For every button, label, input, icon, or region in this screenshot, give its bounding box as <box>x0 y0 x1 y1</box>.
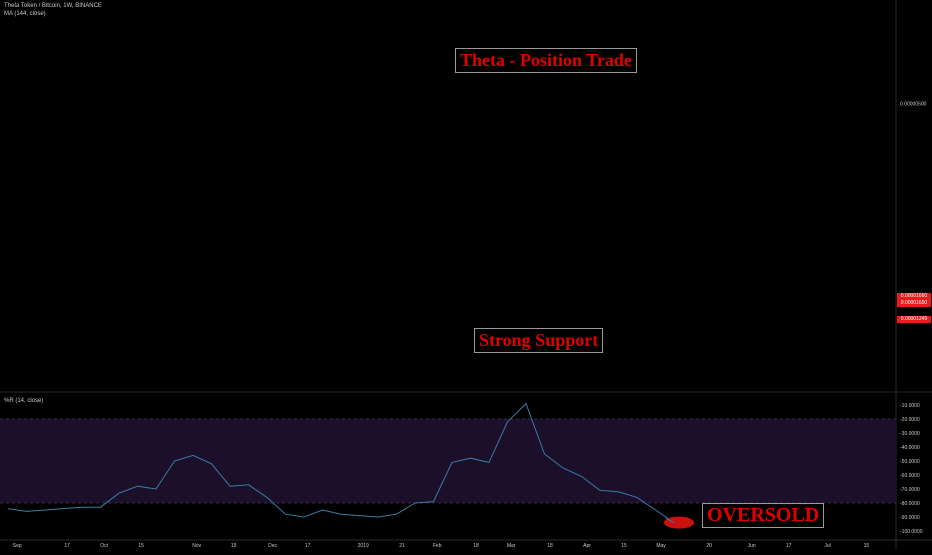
oversold-pointer <box>665 518 675 524</box>
wr-axis-tick-label: -70.0000 <box>900 487 920 493</box>
wr-axis-tick-label: -60.0000 <box>900 473 920 479</box>
wr-axis-tick-label: -80.0000 <box>900 501 920 507</box>
time-axis-tick-label: Jun <box>748 543 756 549</box>
position-trade-annotation: Theta - Position Trade <box>455 48 637 73</box>
wr-line <box>7 402 675 524</box>
time-axis-tick-label: 18 <box>547 543 553 549</box>
time-axis-tick-label: May <box>656 543 666 549</box>
wr-legend-label: %R (14, close) <box>4 398 44 404</box>
time-axis-tick-label: Feb <box>433 543 442 549</box>
wr-axis-tick-label: -10.0000 <box>900 403 920 409</box>
time-axis-tick-label: 21 <box>399 543 405 549</box>
ma-legend-label: MA (144, close) <box>4 11 46 17</box>
time-axis-tick-label: Apr <box>583 543 591 549</box>
wr-axis-tick-label: -50.0000 <box>900 459 920 465</box>
time-axis-tick-label: Mar <box>507 543 516 549</box>
price-axis-tick-label: 0.00000500 <box>900 101 927 107</box>
price-tag-upper: 0.00001660 <box>897 293 931 300</box>
time-axis-tick-label: 17 <box>64 543 70 549</box>
time-axis-tick-label: 15 <box>138 543 144 549</box>
time-axis-tick-label: 20 <box>706 543 712 549</box>
wr-axis-tick-label: -20.0000 <box>900 417 920 423</box>
price-tag-upper-2: 0.00001650 <box>897 300 931 307</box>
time-axis-tick-label: 15 <box>621 543 627 549</box>
time-axis-tick-label: Oct <box>100 543 108 549</box>
strong-support-annotation: Strong Support <box>474 328 604 353</box>
wr-axis-tick-label: -100.0000 <box>900 529 923 535</box>
time-axis-tick-label: 18 <box>473 543 479 549</box>
time-axis-tick-label: 15 <box>864 543 870 549</box>
time-axis-tick-label: 19 <box>231 543 237 549</box>
time-axis-tick-label: Jul <box>824 543 830 549</box>
time-axis-tick-label: Nov <box>192 543 201 549</box>
wr-axis-tick-label: -40.0000 <box>900 445 920 451</box>
wr-axis-tick-label: -90.0000 <box>900 515 920 521</box>
time-axis-tick-label: Sep <box>13 543 22 549</box>
wr-overbought-oversold-band <box>0 419 896 503</box>
wr-axis-tick-label: -30.0000 <box>900 431 920 437</box>
time-axis-tick-label: 17 <box>305 543 311 549</box>
time-axis-tick-label: Dec <box>268 543 277 549</box>
time-axis-tick-label: 17 <box>786 543 792 549</box>
oversold-marker <box>664 516 694 529</box>
price-tag-lower: 0.00001249 <box>897 316 931 323</box>
time-axis-tick-label: 2019 <box>358 543 369 549</box>
symbol-header: Theta Token / Bitcoin, 1W, BINANCE <box>4 3 102 9</box>
oversold-annotation: OVERSOLD <box>702 503 825 528</box>
